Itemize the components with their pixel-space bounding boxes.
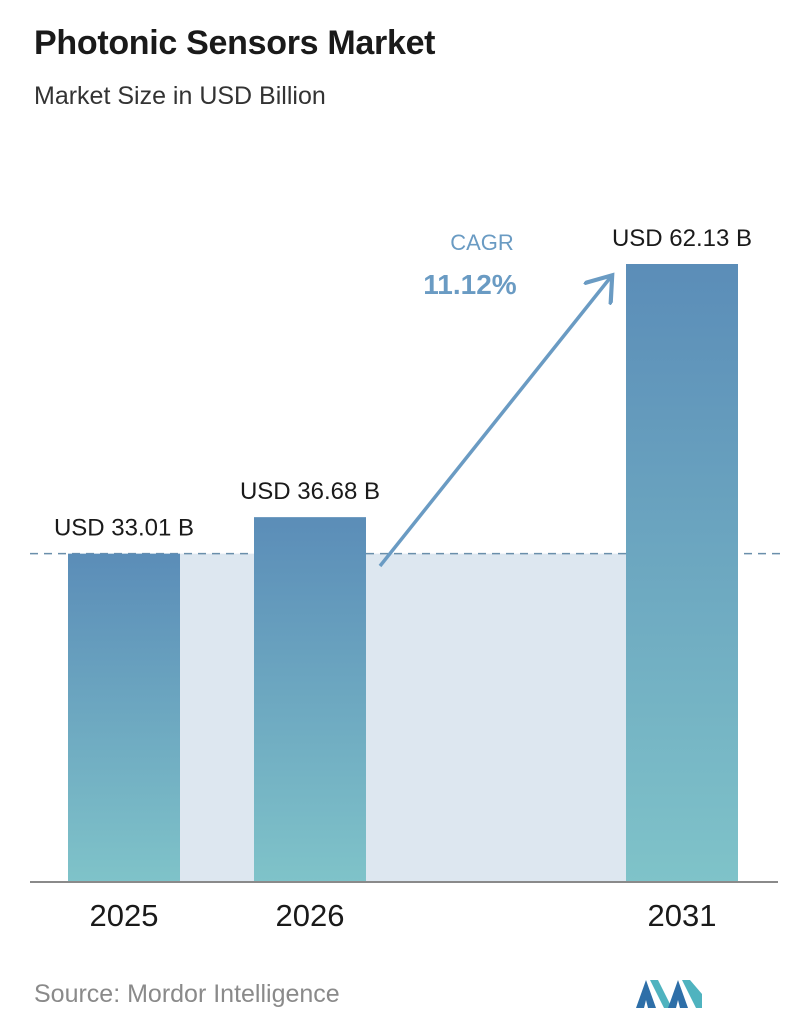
bar-2031 xyxy=(626,264,738,882)
bar-2025 xyxy=(68,553,180,882)
category-label-2031: 2031 xyxy=(648,898,717,933)
value-label-2025: USD 33.01 B xyxy=(54,515,194,542)
mordor-intelligence-logo-icon xyxy=(636,980,702,1008)
reference-band xyxy=(124,553,682,882)
category-label-2026: 2026 xyxy=(276,898,345,933)
cagr-arrow xyxy=(378,278,610,568)
chart-subtitle: Market Size in USD Billion xyxy=(34,82,326,110)
bar-chart: USD 33.01 B USD 36.68 B USD 62.13 B 2025 202… xyxy=(30,225,780,933)
cagr-value: 11.12% xyxy=(423,269,517,300)
source-note: Source: Mordor Intelligence xyxy=(34,980,340,1008)
bar-2026 xyxy=(254,517,366,882)
value-label-2031: USD 62.13 B xyxy=(612,225,752,252)
value-label-2026: USD 36.68 B xyxy=(240,478,380,505)
chart-title: Photonic Sensors Market xyxy=(34,24,436,62)
category-label-2025: 2025 xyxy=(90,898,159,933)
cagr-label: CAGR xyxy=(450,230,514,255)
